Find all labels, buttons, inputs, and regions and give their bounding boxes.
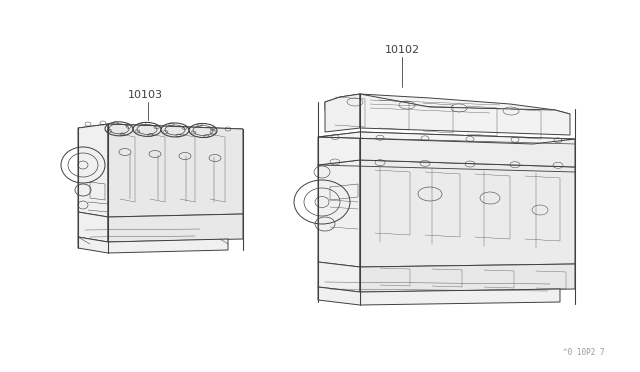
Polygon shape [108, 124, 243, 217]
Polygon shape [318, 287, 560, 305]
Text: ^0 10P2 7: ^0 10P2 7 [563, 348, 605, 357]
Polygon shape [318, 160, 575, 172]
Polygon shape [360, 132, 575, 167]
Polygon shape [78, 124, 243, 133]
Polygon shape [325, 94, 360, 132]
Polygon shape [318, 132, 575, 144]
Polygon shape [360, 160, 575, 267]
Polygon shape [360, 264, 575, 292]
Polygon shape [78, 237, 228, 253]
Polygon shape [78, 124, 108, 217]
Polygon shape [318, 132, 360, 165]
Polygon shape [108, 214, 243, 242]
Polygon shape [318, 160, 360, 267]
Polygon shape [325, 94, 570, 117]
Polygon shape [78, 212, 108, 242]
Polygon shape [360, 94, 570, 135]
Polygon shape [318, 262, 360, 292]
Text: 10103: 10103 [128, 90, 163, 100]
Text: 10102: 10102 [385, 45, 420, 55]
